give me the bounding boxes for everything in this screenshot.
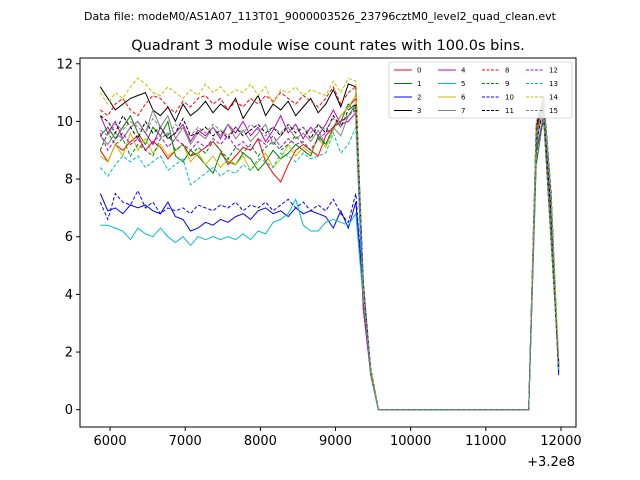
x-tick-label: 11000	[465, 434, 506, 449]
x-offset-label: +3.2e8	[527, 455, 575, 470]
x-tick-label: 7000	[169, 434, 202, 449]
series-line-0	[99, 97, 560, 411]
y-tick-label: 8	[65, 173, 73, 188]
y-tick-label: 6	[65, 230, 73, 245]
legend-label-5: 5	[461, 80, 465, 88]
legend-box	[388, 61, 573, 119]
legend-label-7: 7	[461, 107, 465, 115]
legend-label-12: 12	[549, 67, 558, 75]
legend-label-15: 15	[549, 107, 558, 115]
y-tick-label: 2	[65, 346, 73, 361]
series-line-7	[99, 102, 560, 411]
legend-label-13: 13	[549, 80, 558, 88]
legend-label-11: 11	[505, 107, 514, 115]
series-line-15	[99, 108, 560, 411]
chart-suptitle: Data file: modeM0/AS1A07_113T01_90000035…	[84, 10, 557, 23]
y-tick-label: 10	[56, 115, 73, 130]
y-tick-label: 0	[65, 403, 73, 418]
legend-label-3: 3	[417, 107, 421, 115]
series-line-9	[99, 105, 560, 411]
series-line-3	[99, 83, 560, 411]
x-tick-label: 12000	[540, 434, 581, 449]
legend-label-14: 14	[549, 94, 558, 102]
x-tick-label: 9000	[319, 434, 352, 449]
series-line-11	[99, 103, 560, 411]
legend-label-2: 2	[417, 94, 421, 102]
y-tick-label: 12	[56, 57, 73, 72]
legend-label-6: 6	[461, 94, 466, 102]
series-line-1	[99, 103, 560, 411]
legend-label-9: 9	[505, 80, 509, 88]
legend-label-0: 0	[417, 67, 421, 75]
x-tick-label: 6000	[94, 434, 127, 449]
legend-label-10: 10	[505, 94, 514, 102]
series-line-13	[99, 101, 560, 411]
series-layer	[99, 77, 560, 411]
series-line-2	[99, 106, 560, 411]
y-tick-label: 4	[65, 288, 73, 303]
series-line-5	[100, 104, 560, 411]
chart-title: Quadrant 3 module wise count rates with …	[131, 38, 525, 54]
plot-frame	[79, 57, 577, 428]
x-tick-label: 10000	[390, 434, 431, 449]
legend-label-8: 8	[505, 67, 509, 75]
legend-label-1: 1	[417, 80, 421, 88]
legend-label-4: 4	[461, 67, 466, 75]
x-tick-label: 8000	[244, 434, 277, 449]
